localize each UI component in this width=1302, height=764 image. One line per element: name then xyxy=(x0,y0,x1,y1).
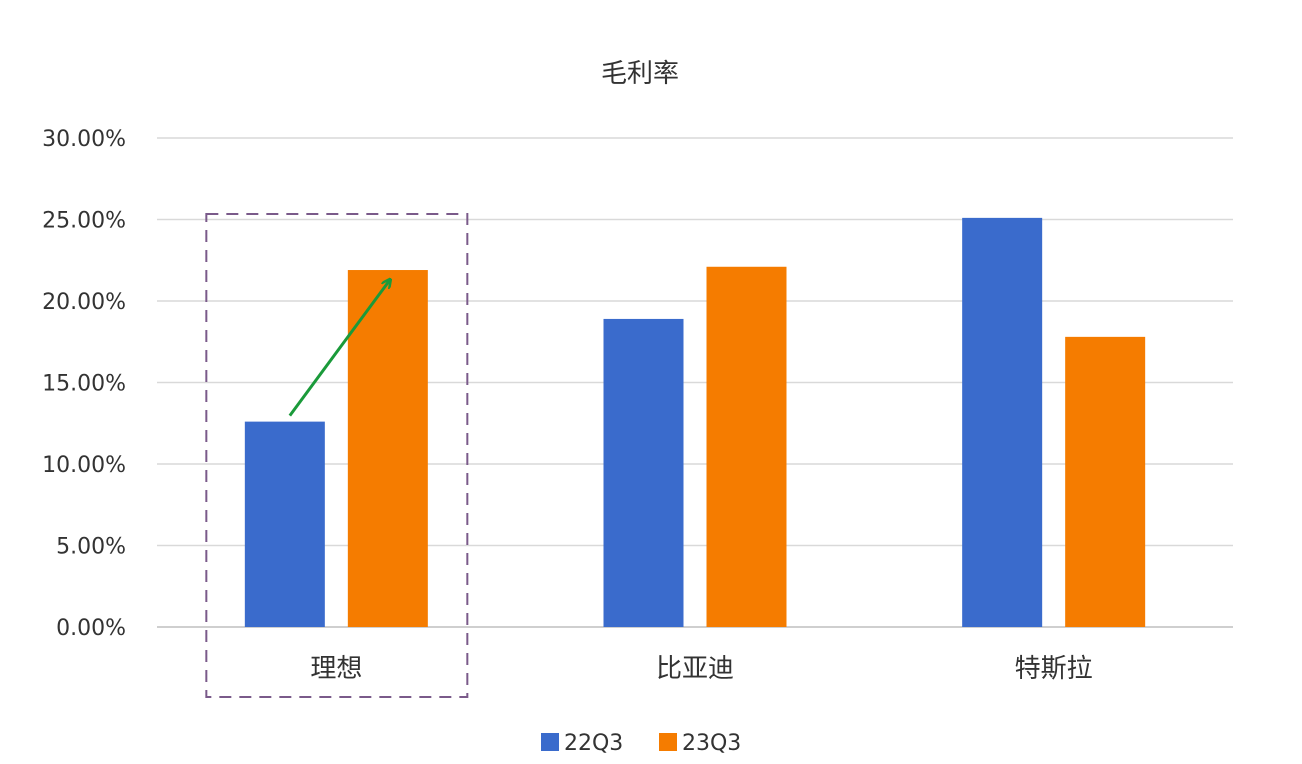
y-axis: 0.00% 5.00% 10.00% 15.00% 20.00% 25.00% 30.00% xyxy=(42,127,126,641)
x-category-label: 特斯拉 xyxy=(1015,654,1093,684)
x-category-label: 理想 xyxy=(310,654,362,684)
trend-arrow xyxy=(288,280,390,417)
bar-23Q3-理想 xyxy=(347,270,428,627)
x-axis: 理想 比亚迪 特斯拉 xyxy=(310,654,1092,684)
y-tick-label: 0.00% xyxy=(56,616,126,641)
bar-23Q3-特斯拉 xyxy=(1065,336,1146,627)
legend-label: 23Q3 xyxy=(682,731,741,756)
y-tick-label: 20.00% xyxy=(42,290,126,315)
y-tick-label: 25.00% xyxy=(42,209,126,234)
y-tick-label: 10.00% xyxy=(42,453,126,478)
y-tick-label: 30.00% xyxy=(42,127,126,152)
chart-title: 毛利率 xyxy=(601,59,679,89)
x-category-label: 比亚迪 xyxy=(656,654,734,684)
highlight-box xyxy=(205,213,469,698)
legend-swatch xyxy=(541,733,559,751)
legend-swatch xyxy=(659,733,677,751)
y-tick-label: 5.00% xyxy=(56,535,126,560)
bar-22Q3-理想 xyxy=(244,421,325,627)
highlight-annotation xyxy=(205,213,469,698)
bar-23Q3-比亚迪 xyxy=(706,266,787,627)
gridlines xyxy=(157,137,1233,628)
bars xyxy=(244,217,1146,627)
bar-22Q3-比亚迪 xyxy=(603,318,684,627)
bar-22Q3-特斯拉 xyxy=(962,217,1043,627)
legend: 22Q3 23Q3 xyxy=(541,731,741,756)
legend-label: 22Q3 xyxy=(564,731,623,756)
y-tick-label: 15.00% xyxy=(42,372,126,397)
